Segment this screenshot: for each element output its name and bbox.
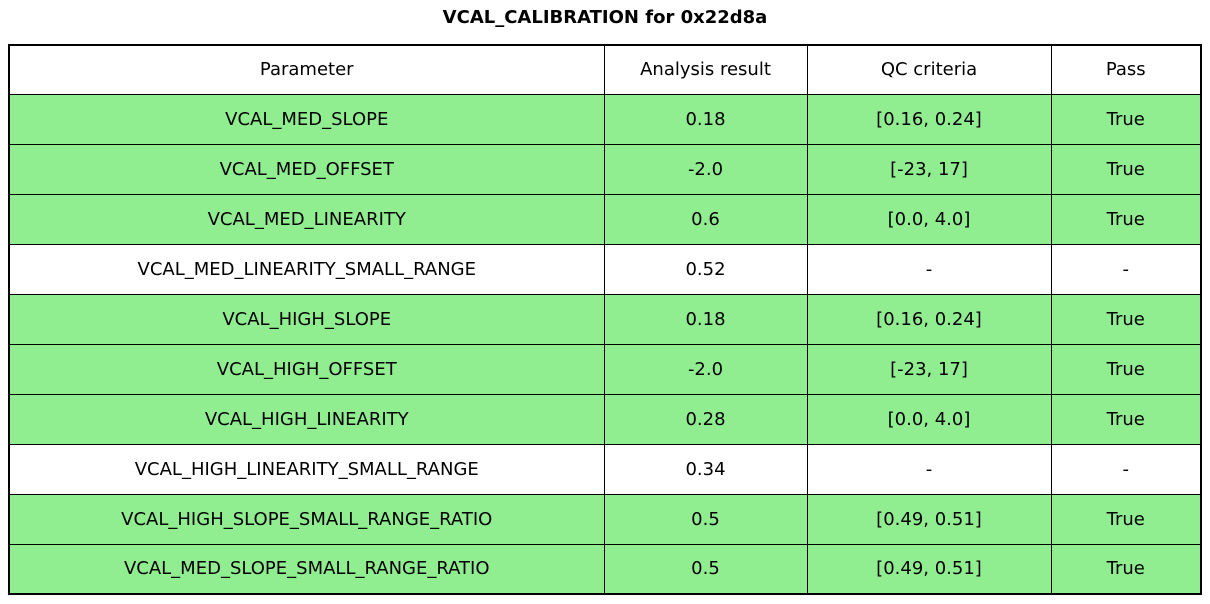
qc-results-table: Parameter Analysis result QC criteria Pa… [8,44,1202,595]
cell-parameter: VCAL_HIGH_LINEARITY [8,393,605,445]
cell-qc-criteria: [-23, 17] [806,343,1052,395]
cell-pass: True [1050,293,1202,345]
cell-qc-criteria: [-23, 17] [806,143,1052,195]
cell-qc-criteria: [0.0, 4.0] [806,193,1052,245]
cell-analysis-result: 0.5 [603,543,808,595]
cell-analysis-result: -2.0 [603,143,808,195]
cell-parameter: VCAL_MED_SLOPE [8,93,605,145]
cell-pass: True [1050,193,1202,245]
column-header-qc-criteria: QC criteria [806,44,1052,95]
cell-pass: True [1050,393,1202,445]
cell-pass: - [1050,243,1202,295]
cell-analysis-result: 0.18 [603,93,808,145]
cell-qc-criteria: - [806,443,1052,495]
cell-qc-criteria: - [806,243,1052,295]
cell-analysis-result: 0.28 [603,393,808,445]
cell-pass: True [1050,543,1202,595]
table-row: VCAL_HIGH_LINEARITY_SMALL_RANGE 0.34 - - [8,443,1202,495]
table-row: VCAL_HIGH_SLOPE 0.18 [0.16, 0.24] True [8,293,1202,345]
cell-qc-criteria: [0.16, 0.24] [806,293,1052,345]
cell-parameter: VCAL_MED_OFFSET [8,143,605,195]
column-header-analysis-result: Analysis result [603,44,808,95]
table-row: VCAL_MED_SLOPE 0.18 [0.16, 0.24] True [8,93,1202,145]
cell-analysis-result: 0.6 [603,193,808,245]
cell-analysis-result: 0.5 [603,493,808,545]
cell-pass: - [1050,443,1202,495]
cell-parameter: VCAL_HIGH_LINEARITY_SMALL_RANGE [8,443,605,495]
table-row: VCAL_HIGH_LINEARITY 0.28 [0.0, 4.0] True [8,393,1202,445]
cell-parameter: VCAL_MED_LINEARITY [8,193,605,245]
cell-qc-criteria: [0.0, 4.0] [806,393,1052,445]
page-title: VCAL_CALIBRATION for 0x22d8a [442,7,768,28]
cell-pass: True [1050,343,1202,395]
cell-analysis-result: 0.34 [603,443,808,495]
table-row: VCAL_MED_SLOPE_SMALL_RANGE_RATIO 0.5 [0.… [8,543,1202,595]
cell-parameter: VCAL_HIGH_SLOPE [8,293,605,345]
cell-analysis-result: -2.0 [603,343,808,395]
cell-parameter: VCAL_MED_LINEARITY_SMALL_RANGE [8,243,605,295]
cell-parameter: VCAL_HIGH_SLOPE_SMALL_RANGE_RATIO [8,493,605,545]
cell-pass: True [1050,143,1202,195]
cell-parameter: VCAL_MED_SLOPE_SMALL_RANGE_RATIO [8,543,605,595]
cell-qc-criteria: [0.49, 0.51] [806,493,1052,545]
table-row: VCAL_HIGH_OFFSET -2.0 [-23, 17] True [8,343,1202,395]
cell-parameter: VCAL_HIGH_OFFSET [8,343,605,395]
header-row: Parameter Analysis result QC criteria Pa… [8,44,1202,95]
table-row: VCAL_MED_LINEARITY_SMALL_RANGE 0.52 - - [8,243,1202,295]
table-row: VCAL_MED_OFFSET -2.0 [-23, 17] True [8,143,1202,195]
cell-pass: True [1050,93,1202,145]
cell-qc-criteria: [0.49, 0.51] [806,543,1052,595]
cell-pass: True [1050,493,1202,545]
table-row: VCAL_HIGH_SLOPE_SMALL_RANGE_RATIO 0.5 [0… [8,493,1202,545]
cell-qc-criteria: [0.16, 0.24] [806,93,1052,145]
cell-analysis-result: 0.52 [603,243,808,295]
column-header-parameter: Parameter [8,44,605,95]
column-header-pass: Pass [1050,44,1202,95]
cell-analysis-result: 0.18 [603,293,808,345]
table-row: VCAL_MED_LINEARITY 0.6 [0.0, 4.0] True [8,193,1202,245]
